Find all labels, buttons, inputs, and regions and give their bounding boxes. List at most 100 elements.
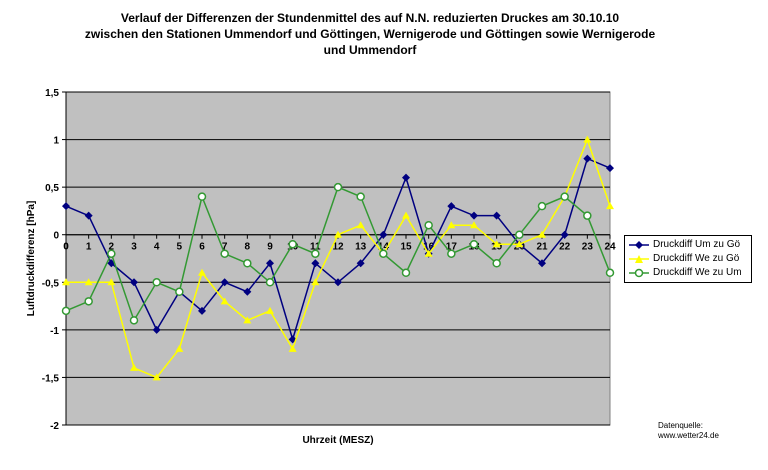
data-point (197, 192, 207, 201)
data-point (583, 211, 592, 220)
data-point (447, 202, 456, 211)
data-point (175, 287, 184, 297)
y-tick-label: -0,5 (42, 278, 60, 289)
data-point (583, 135, 592, 143)
data-point (130, 278, 138, 287)
x-tick-label: 14 (378, 242, 390, 253)
data-point (107, 278, 116, 286)
x-tick-label: 3 (131, 242, 137, 253)
data-point (447, 249, 456, 258)
chart-title: Verlauf der Differenzen der Stundenmitte… (60, 10, 680, 58)
data-point (333, 182, 343, 192)
data-point (129, 316, 139, 325)
data-point (107, 249, 116, 258)
series (61, 135, 615, 381)
x-tick-label: 24 (604, 242, 616, 253)
x-tick-label: 0 (63, 242, 69, 253)
x-tick-label: 12 (332, 242, 344, 253)
data-point (560, 192, 569, 201)
x-tick-label: 21 (536, 242, 548, 253)
plot-area (65, 91, 611, 426)
y-tick-label: -1,5 (42, 373, 60, 384)
data-point (605, 268, 615, 278)
data-point (220, 278, 229, 287)
data-point (401, 268, 411, 278)
y-tick-label: 0,5 (45, 183, 59, 194)
data-point (379, 249, 388, 258)
data-point (470, 221, 478, 229)
x-tick-label: 8 (245, 242, 251, 253)
legend-swatch-um-goe (629, 241, 649, 249)
legend-item-we-um: Druckdiff We zu Um (629, 266, 747, 280)
data-point (243, 316, 252, 324)
data-point (243, 259, 252, 268)
data-point (84, 211, 93, 220)
data-point (220, 249, 229, 258)
data-point (515, 240, 524, 248)
data-point (152, 325, 161, 334)
data-point (311, 259, 320, 268)
data-point (265, 278, 275, 287)
x-tick-label: 1 (86, 242, 92, 253)
x-tick-label: 17 (446, 242, 458, 253)
chart-title-line-2: zwischen den Stationen Ummendorf und Göt… (84, 27, 656, 41)
y-tick-label: -2 (50, 421, 59, 432)
legend-item-um-goe: Druckdiff Um zu Gö (629, 238, 747, 252)
legend-label-um-goe: Druckdiff Um zu Gö (653, 239, 741, 250)
data-point (152, 278, 161, 287)
y-tick-label: 0 (53, 231, 59, 242)
legend: Druckdiff Um zu Gö Druckdiff We zu Gö Dr… (624, 235, 752, 283)
x-tick-label: 13 (355, 242, 367, 253)
data-point (311, 249, 320, 258)
data-point (402, 211, 410, 219)
x-tick-label: 7 (222, 242, 228, 253)
data-point (402, 173, 410, 182)
data-source-url: www.wetter24.de (658, 431, 719, 440)
data-point (424, 249, 433, 257)
data-point (266, 259, 274, 268)
data-point (84, 297, 93, 306)
x-tick-label: 15 (400, 242, 412, 253)
data-point (243, 287, 252, 296)
x-tick-label: 23 (582, 242, 594, 253)
data-point (288, 344, 297, 352)
data-point (424, 220, 433, 230)
data-point (175, 344, 184, 352)
data-point (492, 240, 501, 248)
data-point (538, 259, 546, 268)
data-point (606, 202, 614, 210)
x-tick-label: 9 (267, 242, 273, 253)
data-point (379, 230, 388, 239)
data-point (560, 230, 569, 239)
series-3 (61, 182, 615, 325)
chart-title-line-3: und Ummendorf (323, 43, 417, 57)
x-tick-label: 16 (423, 242, 435, 253)
data-point (447, 221, 456, 229)
data-source-credit: Datenquelle: www.wetter24.de (658, 421, 719, 441)
y-tick-label: -1 (50, 326, 59, 337)
data-point (198, 306, 206, 315)
data-source-label: Datenquelle: (658, 421, 703, 430)
x-tick-label: 11 (310, 242, 321, 253)
data-point (470, 211, 478, 220)
data-point (583, 154, 592, 163)
data-point (537, 201, 547, 211)
data-point (311, 278, 320, 286)
y-tick-label: 1 (53, 136, 59, 147)
data-point (62, 202, 70, 211)
data-point (606, 164, 614, 173)
data-point (266, 306, 274, 314)
legend-label-we-goe: Druckdiff We zu Gö (653, 253, 740, 264)
data-point (130, 363, 138, 371)
x-tick-label: 2 (109, 242, 115, 253)
data-point (84, 278, 93, 286)
data-point (356, 221, 365, 229)
data-point (515, 230, 524, 239)
data-point (356, 259, 365, 268)
data-point (469, 239, 479, 249)
x-tick-label: 4 (154, 242, 160, 253)
legend-swatch-we-goe (629, 255, 649, 263)
data-point (152, 373, 161, 381)
data-point (492, 259, 501, 268)
